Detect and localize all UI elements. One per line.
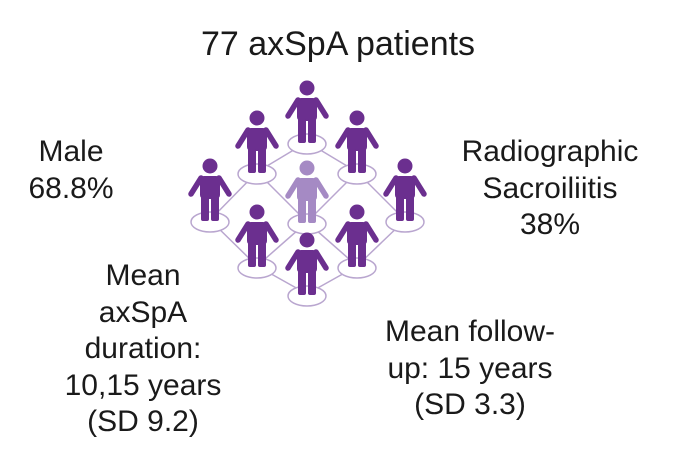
male-value: 68.8% xyxy=(28,171,114,205)
person-node xyxy=(285,232,329,307)
title: 77 axSpA patients xyxy=(200,25,476,63)
person-node xyxy=(335,110,379,185)
node-base xyxy=(287,213,327,235)
radiographic-label-line1: Radiographic xyxy=(461,135,639,168)
person-icon xyxy=(188,158,232,221)
male-label: Male xyxy=(38,135,104,168)
radiographic-label-line2: Sacroiliitis xyxy=(482,171,618,205)
person-node xyxy=(188,158,232,233)
followup-stat: Mean follow- up: 15 years (SD 3.3) xyxy=(340,314,600,424)
duration-line3: duration: xyxy=(84,332,202,366)
person-node xyxy=(383,158,427,233)
followup-sd: (SD 3.3) xyxy=(414,388,526,422)
person-icon xyxy=(335,110,379,173)
male-stat: Male 68.8% xyxy=(6,134,136,207)
person-node xyxy=(335,204,379,279)
person-icon xyxy=(235,110,279,173)
node-base xyxy=(287,133,327,155)
node-base xyxy=(190,211,230,233)
person-icon xyxy=(285,232,329,295)
followup-line1: Mean follow- xyxy=(384,315,556,348)
node-base xyxy=(385,211,425,233)
node-base xyxy=(337,257,377,279)
duration-line1: Mean xyxy=(105,259,181,292)
person-node xyxy=(285,160,329,235)
duration-line2: axSpA xyxy=(98,295,188,329)
node-base xyxy=(287,285,327,307)
person-node xyxy=(235,204,279,279)
person-icon xyxy=(335,204,379,267)
node-base xyxy=(237,163,277,185)
person-icon xyxy=(235,204,279,267)
person-node xyxy=(235,110,279,185)
person-icon xyxy=(383,158,427,221)
duration-sd: (SD 9.2) xyxy=(87,405,199,439)
followup-line2: up: 15 years xyxy=(387,351,553,385)
person-icon xyxy=(285,160,329,223)
node-base xyxy=(237,257,277,279)
duration-stat: Mean axSpA duration: 10,15 years (SD 9.2… xyxy=(18,258,268,441)
radiographic-stat: Radiographic Sacroiliitis 38% xyxy=(430,134,670,244)
person-icon xyxy=(285,80,329,143)
node-base xyxy=(337,163,377,185)
radiographic-value: 38% xyxy=(519,208,581,242)
person-node xyxy=(285,80,329,155)
duration-value: 10,15 years xyxy=(64,368,222,402)
